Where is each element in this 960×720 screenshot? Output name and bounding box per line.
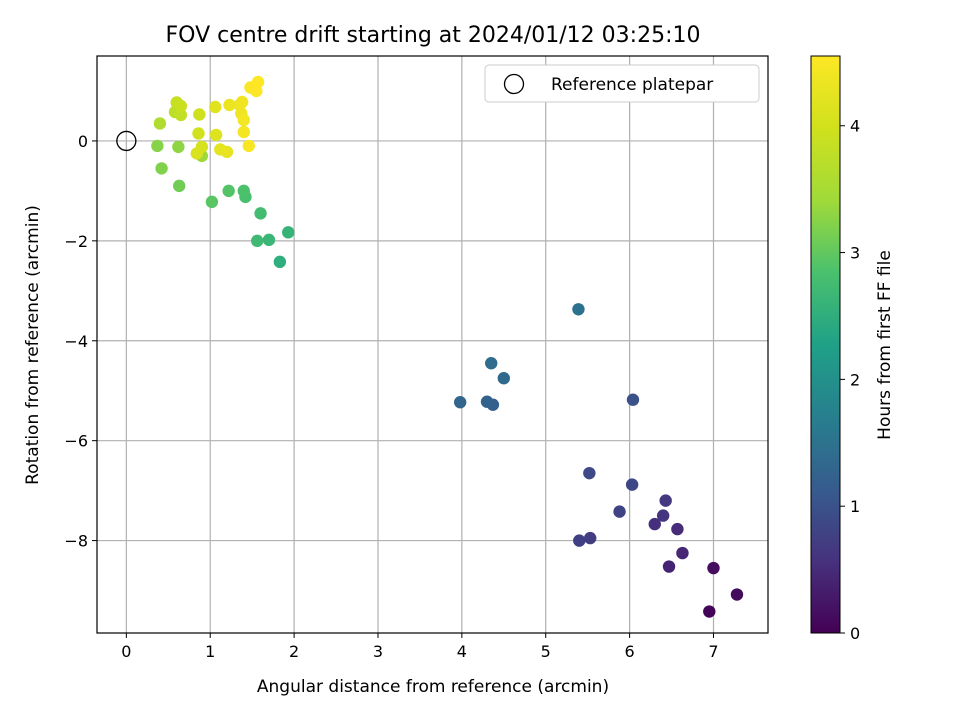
colorbar-ticks: 0 1 2 3 4 <box>840 117 860 643</box>
colorbar <box>810 55 841 634</box>
data-point <box>730 588 744 601</box>
x-tick-label: 5 <box>541 642 551 661</box>
data-point <box>237 184 250 198</box>
data-point <box>453 396 467 409</box>
data-point <box>172 179 186 193</box>
colorbar-tick-label: 0 <box>850 624 860 643</box>
x-tick-label: 3 <box>373 642 383 661</box>
x-tick-label: 7 <box>708 642 718 661</box>
data-point <box>155 162 168 175</box>
data-point <box>205 195 219 209</box>
data-point <box>626 393 640 406</box>
data-point <box>485 357 498 370</box>
data-point <box>497 372 510 385</box>
data-point <box>662 560 676 573</box>
x-tick-label: 1 <box>205 642 215 661</box>
data-point <box>273 255 287 269</box>
data-point <box>282 226 295 239</box>
legend: Reference platepar <box>484 64 760 103</box>
grid-lines <box>97 56 768 633</box>
data-point <box>583 466 596 480</box>
data-points <box>151 75 744 618</box>
x-axis-label: Angular distance from reference (arcmin) <box>257 677 609 697</box>
data-point <box>703 605 716 618</box>
data-point <box>192 127 205 140</box>
data-point <box>209 100 222 114</box>
data-point <box>242 139 256 153</box>
data-point <box>190 147 204 160</box>
y-tick-label: 0 <box>78 132 88 151</box>
x-tick-label: 2 <box>289 642 299 661</box>
data-point <box>572 303 585 316</box>
data-point <box>707 561 720 575</box>
plot-frame <box>96 55 769 634</box>
legend-box <box>484 64 760 103</box>
colorbar-tick-label: 4 <box>850 117 860 136</box>
data-point <box>251 75 265 89</box>
data-point <box>235 95 249 109</box>
y-axis-ticks: 0 −2 −4 −6 −8 <box>64 132 97 551</box>
data-point <box>254 207 267 220</box>
y-axis-label: Rotation from reference (arcmin) <box>23 205 43 485</box>
data-point <box>676 546 689 560</box>
data-point <box>262 233 276 247</box>
chart-title: FOV centre drift starting at 2024/01/12 … <box>166 23 701 48</box>
data-point <box>237 125 250 139</box>
data-point <box>671 522 684 536</box>
data-point <box>174 108 188 122</box>
data-point <box>648 517 661 531</box>
reference-marker <box>116 130 137 152</box>
colorbar-tick-label: 3 <box>850 244 860 263</box>
data-point <box>583 531 597 545</box>
data-point <box>193 108 206 121</box>
data-point <box>222 184 235 198</box>
data-point <box>172 140 185 154</box>
legend-entry-reference: Reference platepar <box>551 75 713 95</box>
data-point <box>153 117 167 130</box>
x-axis-ticks: 0 1 2 3 4 5 6 7 <box>121 633 719 661</box>
data-point <box>209 128 223 142</box>
data-point <box>223 98 236 112</box>
data-point <box>251 234 264 248</box>
colorbar-label: Hours from first FF file <box>875 250 895 440</box>
data-point <box>220 145 234 159</box>
data-point <box>237 113 250 127</box>
data-point <box>573 534 586 547</box>
data-point <box>174 99 188 113</box>
x-tick-label: 6 <box>625 642 635 661</box>
data-point <box>659 494 672 507</box>
data-point <box>625 478 639 491</box>
colorbar-tick-label: 1 <box>850 497 860 516</box>
colorbar-tick-label: 2 <box>850 370 860 389</box>
y-tick-label: −2 <box>64 232 88 251</box>
legend-reference-marker <box>503 73 525 95</box>
x-tick-label: 4 <box>457 642 467 661</box>
reference-point <box>116 130 137 152</box>
data-point <box>613 505 626 518</box>
y-tick-label: −4 <box>64 332 88 351</box>
y-tick-label: −8 <box>64 532 88 551</box>
data-point <box>480 395 494 408</box>
x-tick-label: 0 <box>121 642 131 661</box>
data-point <box>151 139 164 153</box>
data-point <box>656 509 670 522</box>
y-tick-label: −6 <box>64 432 88 451</box>
